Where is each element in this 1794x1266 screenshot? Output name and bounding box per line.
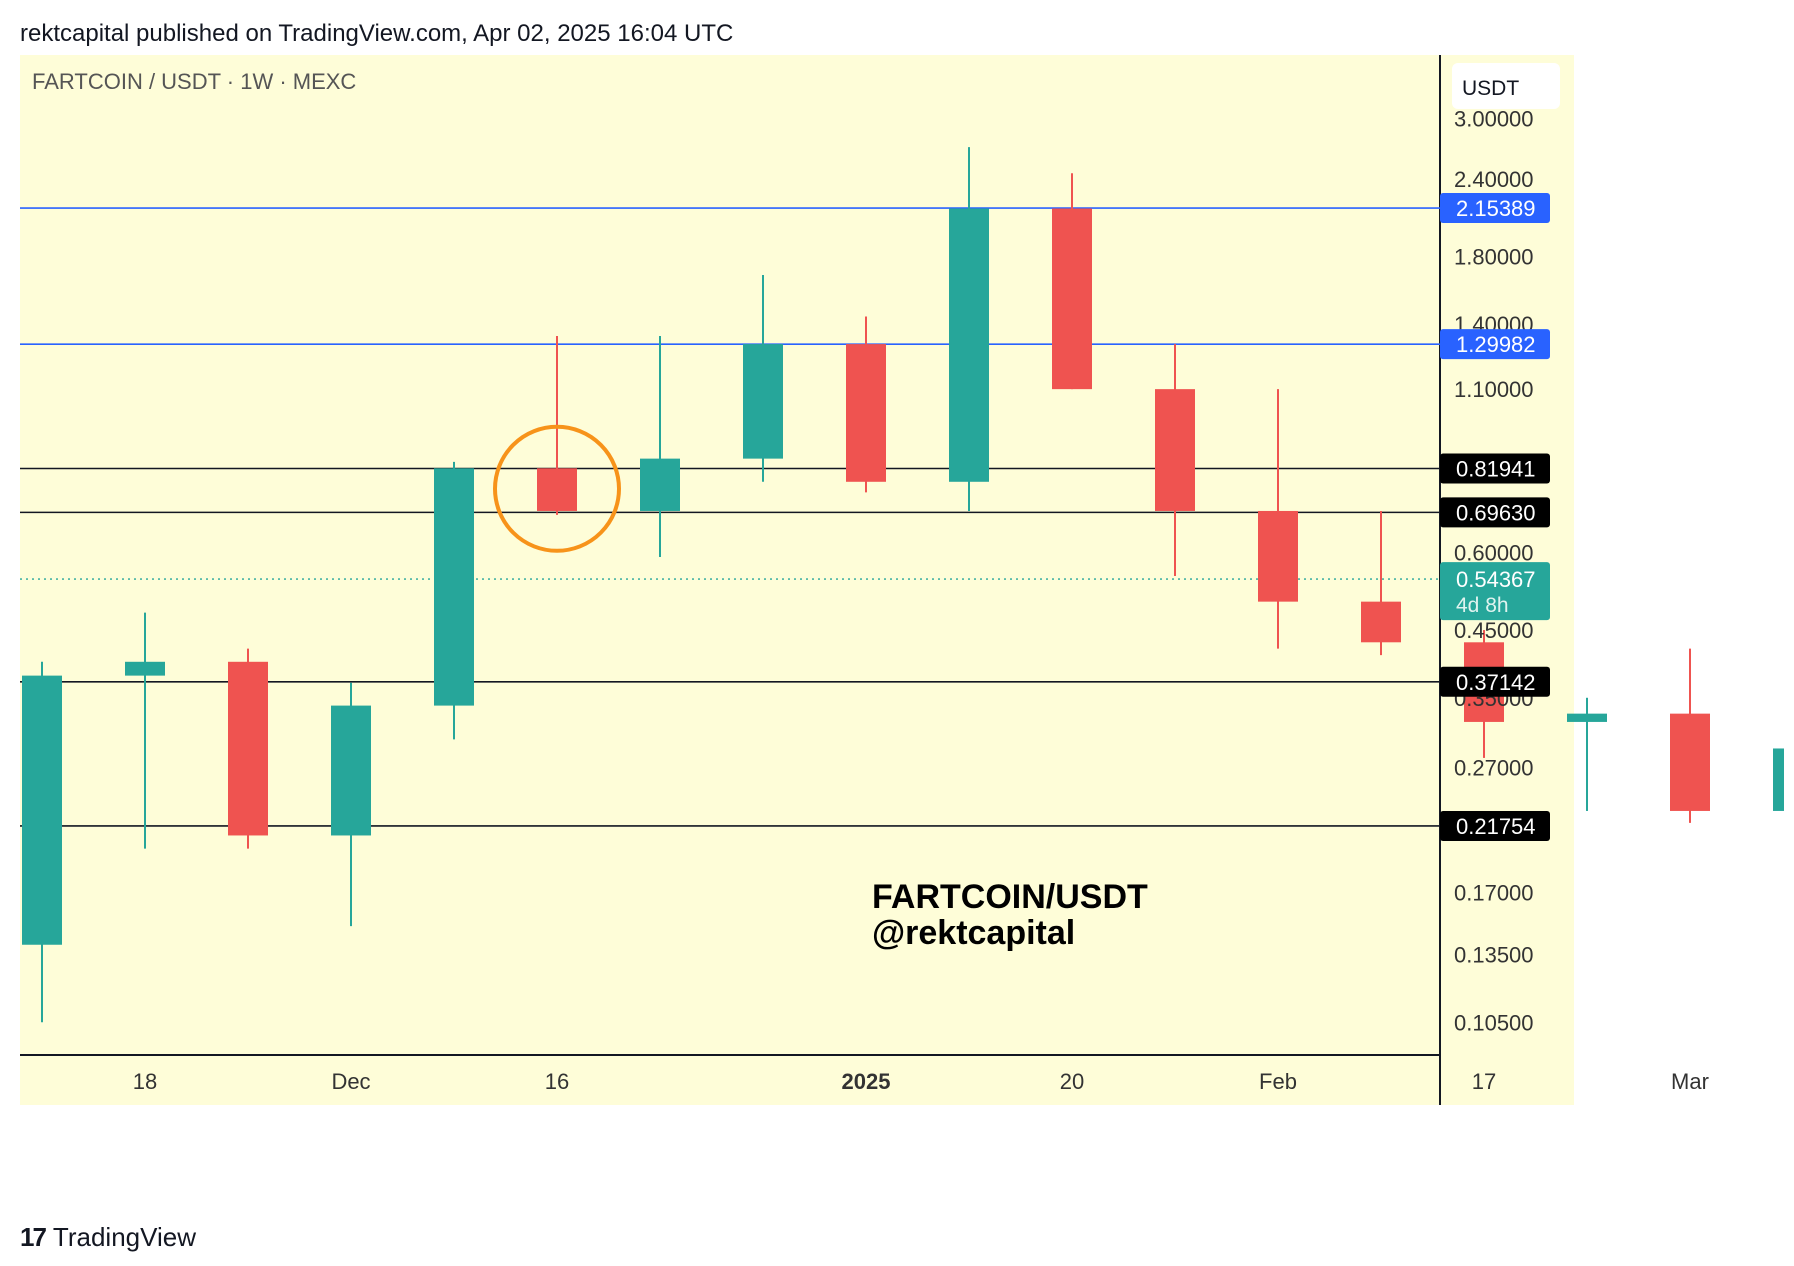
level-price-badge-label: 0.21754 — [1456, 814, 1536, 839]
candle-body[interactable] — [949, 208, 989, 482]
level-price-badge-label: 0.81941 — [1456, 457, 1536, 482]
time-tick-label: 20 — [1060, 1069, 1084, 1094]
time-tick-label: 18 — [133, 1069, 157, 1094]
brand-name: TradingView — [52, 1222, 196, 1252]
level-price-badge — [1440, 453, 1550, 484]
time-tick-label: Mar — [1671, 1069, 1709, 1094]
candle-body[interactable] — [434, 468, 474, 706]
tradingview-logo-icon: 17 — [20, 1222, 47, 1252]
candle-body[interactable] — [640, 458, 680, 511]
candle-body[interactable] — [1155, 389, 1195, 511]
level-price-badge — [1440, 193, 1550, 224]
level-price-badge-label: 1.29982 — [1456, 332, 1536, 357]
price-tick-label: 0.13500 — [1454, 943, 1534, 968]
currency-button[interactable] — [1452, 63, 1560, 109]
candle-body[interactable] — [1670, 713, 1710, 811]
level-price-badge-label: 2.15389 — [1456, 196, 1536, 221]
publish-info: rektcapital published on TradingView.com… — [20, 20, 734, 47]
time-tick-label: 16 — [545, 1069, 569, 1094]
price-tick-label: 2.40000 — [1454, 167, 1534, 192]
candle-body[interactable] — [1361, 601, 1401, 643]
time-tick-label: 2025 — [842, 1069, 891, 1094]
plot-background — [20, 55, 1440, 1055]
candle-body[interactable] — [1052, 208, 1092, 390]
level-price-badge-label: 0.69630 — [1456, 500, 1536, 525]
level-price-badge-label: 0.37142 — [1456, 670, 1536, 695]
level-price-badge — [1440, 666, 1550, 697]
candle-body[interactable] — [331, 705, 371, 836]
candle-body[interactable] — [22, 675, 62, 945]
footer-brand[interactable]: 17 TradingView — [20, 1222, 196, 1253]
orange-circle[interactable] — [493, 424, 621, 553]
price-tick-label: 0.10500 — [1454, 1010, 1534, 1035]
candle-body[interactable] — [743, 344, 783, 459]
price-tick-label: 1.80000 — [1454, 244, 1534, 269]
candle-body[interactable] — [537, 468, 577, 511]
countdown-label: 4d 8h — [1456, 594, 1509, 617]
time-tick-label: Feb — [1259, 1069, 1297, 1094]
watermark-line-1: FARTCOIN/USDT — [872, 878, 1148, 916]
watermark-line-2: @rektcapital — [872, 914, 1075, 952]
candle-body[interactable] — [228, 661, 268, 836]
time-axis-background[interactable] — [20, 1055, 1574, 1105]
price-tick-label: 1.10000 — [1454, 377, 1534, 402]
candle-body[interactable] — [1258, 510, 1298, 602]
symbol-label: FARTCOIN / USDT · 1W · MEXC — [32, 69, 356, 94]
candle-body[interactable] — [125, 661, 165, 676]
price-tick-label: 0.45000 — [1454, 618, 1534, 643]
price-tick-label: 0.17000 — [1454, 880, 1534, 905]
price-tick-label: 0.60000 — [1454, 541, 1534, 566]
level-price-badge — [1440, 497, 1550, 528]
candle-body[interactable] — [846, 344, 886, 482]
last-price-badge — [1440, 562, 1550, 621]
chart-container[interactable]: 0.27038 (72.27%) 27, 3.000002.400001.800… — [20, 55, 1794, 1200]
level-price-badge — [1440, 329, 1550, 360]
time-tick-label: 17 — [1472, 1069, 1496, 1094]
currency-label: USDT — [1462, 77, 1519, 100]
last-price-label: 0.54367 — [1456, 567, 1536, 592]
price-tick-label: 0.27000 — [1454, 756, 1534, 781]
level-price-badge — [1440, 810, 1550, 841]
price-tick-label: 3.00000 — [1454, 107, 1534, 132]
price-chart[interactable]: 0.27038 (72.27%) 27, 3.000002.400001.800… — [20, 55, 1794, 1200]
candle-body[interactable] — [1567, 713, 1607, 722]
candle-body[interactable] — [1773, 748, 1794, 811]
time-tick-label: Dec — [331, 1069, 370, 1094]
